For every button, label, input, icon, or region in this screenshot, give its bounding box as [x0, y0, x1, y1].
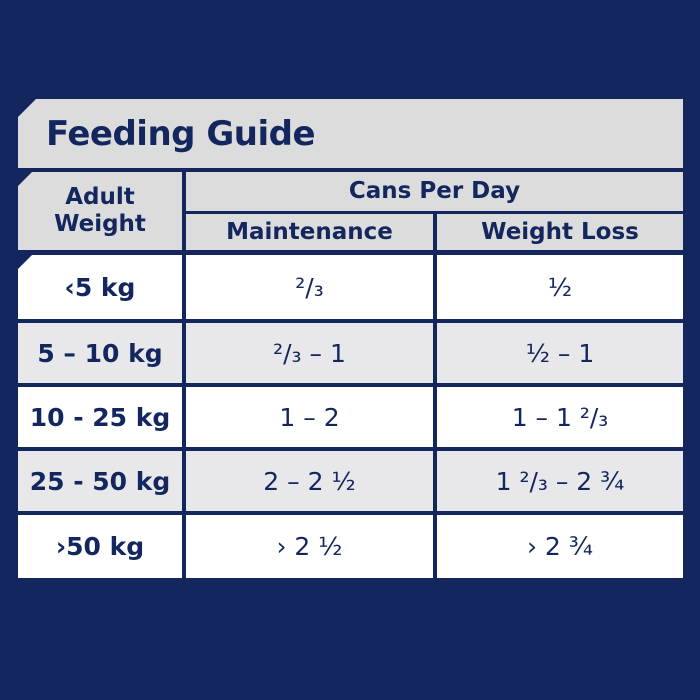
- header-cans-per-day: Cans Per Day: [186, 172, 683, 211]
- weight-cell: ›50 kg: [18, 515, 182, 578]
- maintenance-cell: 1 – 2: [186, 387, 433, 447]
- weight-loss-cell: 1 – 1 ²/₃: [437, 387, 683, 447]
- weight-cell: ‹5 kg: [18, 255, 182, 319]
- weight-cell: 10 - 25 kg: [18, 387, 182, 447]
- maintenance-cell: › 2 ½: [186, 515, 433, 578]
- header-adult-weight: Adult Weight: [18, 172, 182, 250]
- weight-loss-cell: 1 ²/₃ – 2 ¾: [437, 451, 683, 511]
- weight-loss-cell: ½: [437, 255, 683, 319]
- maintenance-cell: ²/₃: [186, 255, 433, 319]
- weight-cell: 25 - 50 kg: [18, 451, 182, 511]
- header-maintenance: Maintenance: [186, 214, 433, 250]
- weight-loss-cell: › 2 ¾: [437, 515, 683, 578]
- weight-cell: 5 – 10 kg: [18, 323, 182, 383]
- header-weight-loss: Weight Loss: [437, 214, 683, 250]
- maintenance-cell: 2 – 2 ½: [186, 451, 433, 511]
- page-title: Feeding Guide: [18, 99, 683, 168]
- maintenance-cell: ²/₃ – 1: [186, 323, 433, 383]
- weight-loss-cell: ½ – 1: [437, 323, 683, 383]
